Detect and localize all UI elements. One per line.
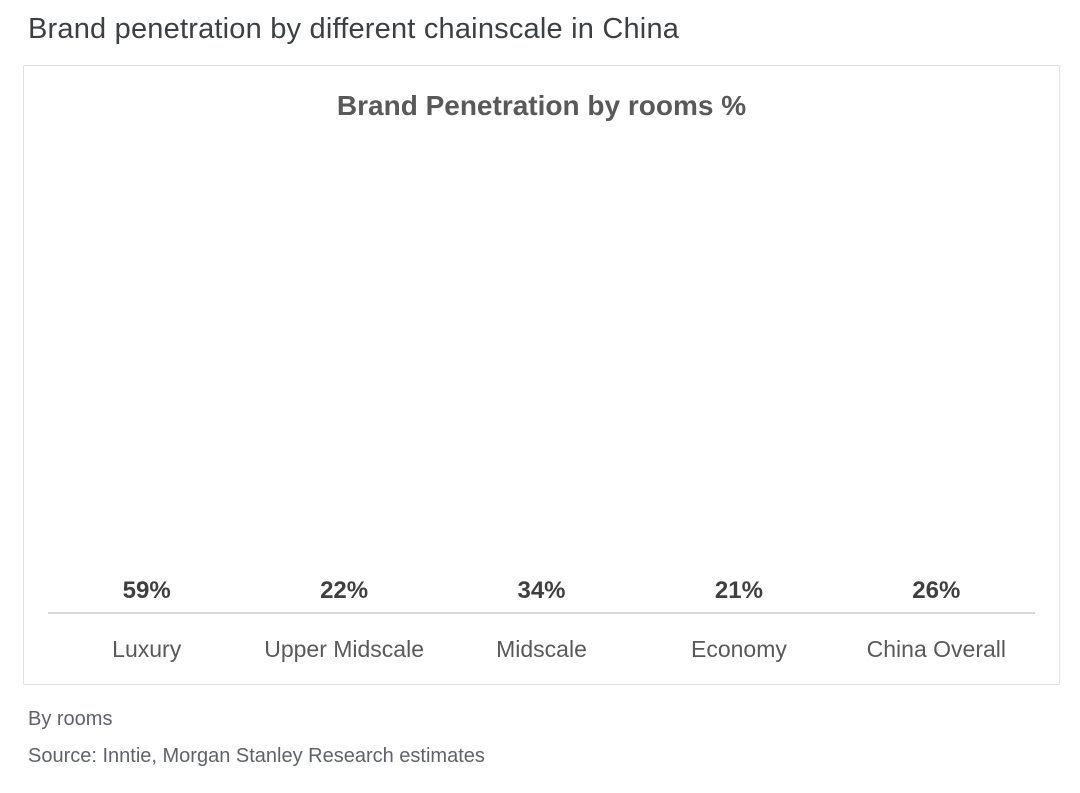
category-label: Midscale	[496, 635, 587, 662]
footer-byline: By rooms	[28, 708, 113, 730]
bar-group: 22%	[245, 577, 442, 612]
bar-group: 26%	[838, 577, 1035, 612]
category-label: Luxury	[112, 635, 182, 662]
chart-title: Brand Penetration by rooms %	[336, 90, 747, 121]
footer: By rooms Source: Inntie, Morgan Stanley …	[28, 708, 485, 768]
bar-value-label: 26%	[912, 577, 961, 604]
bars-row: 59% 22% 34% 21% 26%	[48, 206, 1035, 614]
category-label: Upper Midscale	[264, 635, 424, 662]
bar-value-label: 22%	[320, 577, 369, 604]
category-label: China Overall	[866, 635, 1006, 662]
bar-group: 21%	[640, 577, 837, 612]
bar-group: 59%	[48, 577, 245, 612]
bar-group: 34%	[443, 577, 640, 612]
bar-value-label: 59%	[122, 577, 171, 604]
bar-value-label: 34%	[517, 577, 566, 604]
chart-card: Brand Penetration by rooms % 59% 22% 34% 21…	[23, 65, 1060, 685]
bar-value-label: 21%	[714, 577, 763, 604]
category-labels-row: Luxury Upper Midscale Midscale Economy China…	[48, 614, 1035, 684]
page-title: Brand penetration by different chainscal…	[28, 13, 680, 45]
category-label: Economy	[690, 635, 787, 662]
footer-source: Source: Inntie, Morgan Stanley Research …	[28, 745, 485, 767]
